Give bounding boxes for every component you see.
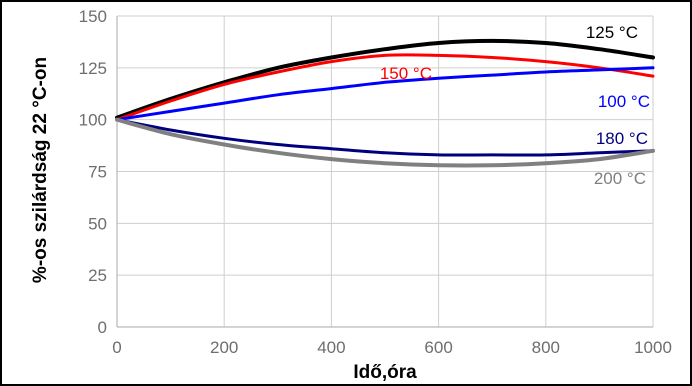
series-lines (115, 38, 655, 168)
series-line-0 (115, 38, 655, 120)
series-line-3 (115, 118, 655, 157)
series-line-1 (115, 53, 655, 122)
series-label-0: 125 °C (586, 23, 638, 42)
x-axis-title: Idő,óra (353, 362, 417, 383)
x-tick-label: 600 (424, 338, 452, 357)
series-label-1: 150 °C (380, 64, 432, 83)
series-line-4 (115, 117, 655, 168)
series-label-4: 200 °C (594, 169, 646, 188)
x-tick-label: 1000 (634, 338, 672, 357)
x-tick-label: 200 (210, 338, 238, 357)
x-tick-label: 400 (317, 338, 345, 357)
y-tick-label: 150 (79, 7, 107, 26)
series-label-3: 180 °C (596, 129, 648, 148)
x-tick-label: 800 (532, 338, 560, 357)
y-tick-label: 50 (88, 214, 107, 233)
series-label-2: 100 °C (598, 92, 650, 111)
grid (116, 15, 654, 328)
series-labels: 125 °C 150 °C 100 °C 180 °C 200 °C (380, 23, 650, 188)
y-tick-label: 100 (79, 111, 107, 130)
tick-labels: 0 25 50 75 100 125 150 0 200 400 600 800 1000 (79, 7, 672, 357)
series-line-2 (115, 66, 655, 122)
y-axis-title: %-os szilárdság 22 °C-on (30, 57, 51, 283)
y-tick-label: 75 (88, 163, 107, 182)
y-tick-label: 25 (88, 266, 107, 285)
y-tick-label: 0 (98, 318, 107, 337)
x-tick-label: 0 (112, 338, 121, 357)
y-tick-label: 125 (79, 59, 107, 78)
